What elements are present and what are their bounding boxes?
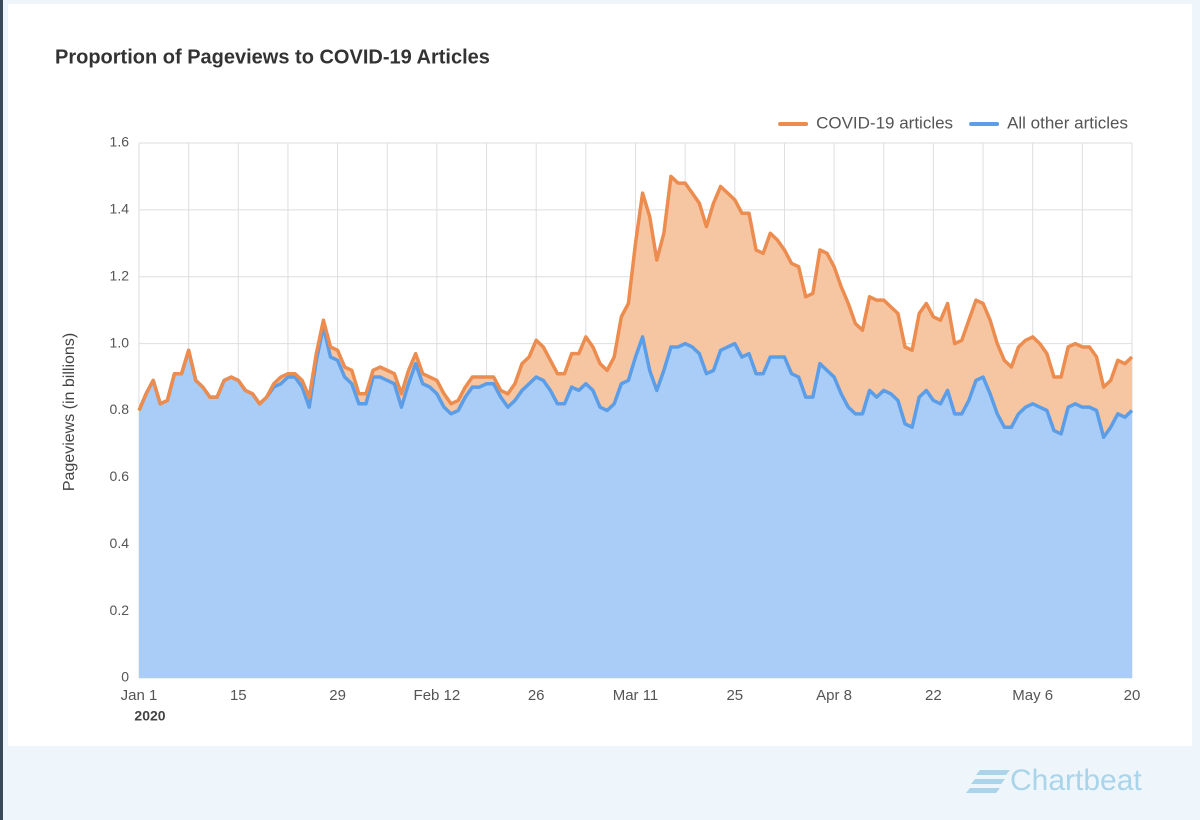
y-tick-label: 0 xyxy=(121,669,129,685)
legend: All other articles COVID-19 articles xyxy=(778,113,1128,132)
y-tick-label: 0.6 xyxy=(110,468,130,484)
x-tick-label: 20 xyxy=(1124,687,1141,704)
x-tick-label: 22 xyxy=(925,687,942,704)
x-tick-label: Mar 11 xyxy=(613,687,659,704)
x-tick-label: 26 xyxy=(528,687,545,704)
legend-label: All other articles xyxy=(1007,113,1128,132)
x-tick-label: 25 xyxy=(726,687,743,704)
x-tick-label: 29 xyxy=(329,687,346,704)
y-axis-label: Pageviews (in billions) xyxy=(61,333,78,491)
x-tick-label: Jan 1 xyxy=(121,687,158,704)
x-tick-label: Feb 12 xyxy=(414,687,461,704)
y-tick-label: 0.2 xyxy=(110,602,130,618)
y-tick-label: 1.2 xyxy=(110,267,130,283)
y-tick-label: 1.0 xyxy=(110,334,130,350)
x-tick-label: 15 xyxy=(230,687,247,704)
area-fill xyxy=(139,326,1132,678)
brand-icon xyxy=(966,770,1010,793)
left-edge xyxy=(0,0,3,820)
series-line xyxy=(137,325,1134,439)
legend-label: COVID-19 articles xyxy=(816,113,953,132)
x-tick-label: May 6 xyxy=(1012,687,1053,704)
y-tick-label: 1.4 xyxy=(110,201,130,217)
y-tick-label: 1.6 xyxy=(110,134,130,150)
x-tick-label: Apr 8 xyxy=(816,687,852,704)
brand-name: Chartbeat xyxy=(1010,764,1142,797)
brand-logo: Chartbeat xyxy=(966,764,1142,797)
y-tick-label: 0.4 xyxy=(110,535,130,551)
year-label: 2020 xyxy=(134,708,165,724)
y-tick-label: 0.8 xyxy=(110,401,130,417)
series-line xyxy=(137,174,1134,412)
chart-title: Proportion of Pageviews to COVID-19 Arti… xyxy=(55,46,490,68)
